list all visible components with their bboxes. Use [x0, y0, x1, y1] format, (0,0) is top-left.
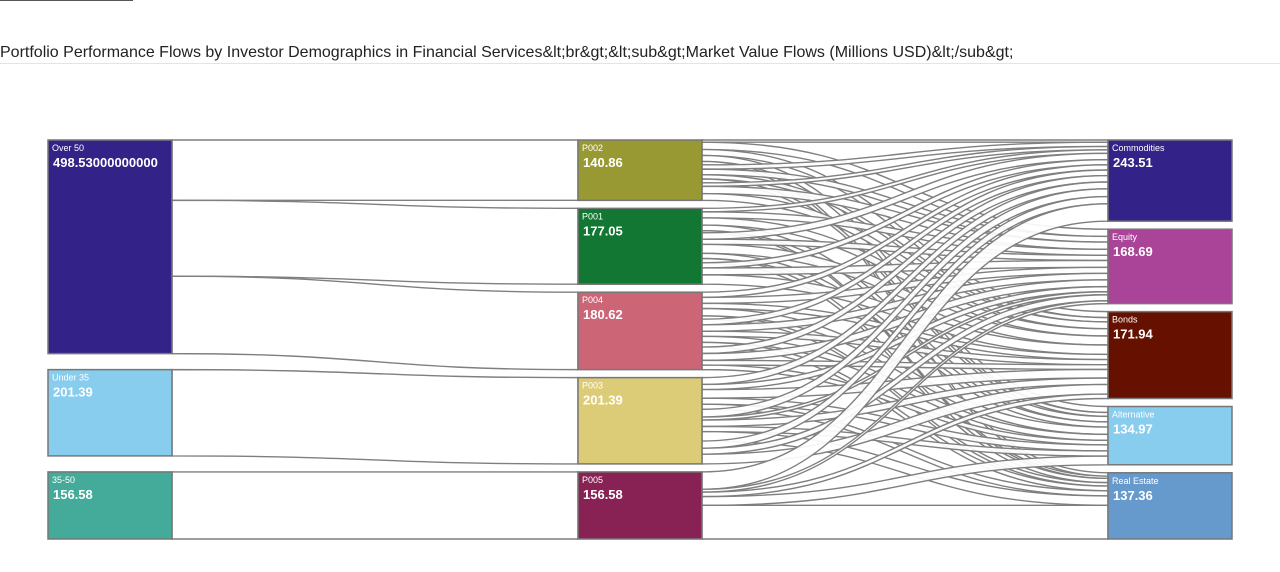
node-value-p002: 140.86	[583, 155, 623, 170]
node-rect-p003	[577, 376, 703, 465]
node-label-p003: P003	[582, 381, 603, 391]
top-rule	[0, 0, 133, 1]
node-rect-under-35	[47, 368, 173, 457]
node-rect-35-50	[47, 471, 173, 540]
node-value-over-50: 498.53000000000	[53, 155, 158, 170]
sankey-links	[171, 139, 1109, 540]
node-label-p005: P005	[582, 475, 603, 485]
node-label-equity: Equity	[1112, 232, 1138, 242]
link-over-50-to-p001[interactable]	[171, 199, 579, 285]
node-rect-commodities	[1107, 139, 1233, 222]
sankey-nodes: Over 50 498.53000000000 Under 35 201.39 35-5…	[47, 139, 1233, 540]
node-equity[interactable]: Equity 168.69	[1107, 228, 1233, 305]
node-p002[interactable]: P002 140.86	[577, 139, 703, 202]
node-p003[interactable]: P003 201.39	[577, 376, 703, 465]
node-35-50[interactable]: 35-50 156.58	[47, 471, 173, 540]
node-alternative[interactable]: Alternative 134.97	[1107, 405, 1233, 466]
node-p001[interactable]: P001 177.05	[577, 207, 703, 285]
node-label-35-50: 35-50	[52, 475, 75, 485]
link-under-35-to-p003[interactable]	[171, 368, 579, 465]
node-rect-p005	[577, 471, 703, 540]
node-value-under-35: 201.39	[53, 385, 93, 400]
node-value-p005: 156.58	[583, 487, 623, 502]
node-label-real-estate: Real Estate	[1112, 476, 1159, 486]
node-value-equity: 168.69	[1113, 244, 1153, 259]
node-bonds[interactable]: Bonds 171.94	[1107, 310, 1233, 400]
node-p005[interactable]: P005 156.58	[577, 471, 703, 540]
node-label-p002: P002	[582, 143, 603, 153]
node-label-over-50: Over 50	[52, 143, 84, 153]
node-rect-bonds	[1107, 310, 1233, 400]
node-real-estate[interactable]: Real Estate 137.36	[1107, 472, 1233, 540]
node-over-50[interactable]: Over 50 498.53000000000	[47, 139, 173, 355]
node-rect-alternative	[1107, 405, 1233, 466]
link-p005-to-real-estate[interactable]	[701, 504, 1109, 540]
link-over-50-to-p004[interactable]	[171, 275, 579, 371]
node-label-p004: P004	[582, 295, 603, 305]
node-value-p004: 180.62	[583, 307, 623, 322]
node-label-commodities: Commodities	[1112, 143, 1165, 153]
node-rect-real-estate	[1107, 472, 1233, 540]
node-rect-equity	[1107, 228, 1233, 305]
node-commodities[interactable]: Commodities 243.51	[1107, 139, 1233, 222]
node-rect-p001	[577, 207, 703, 285]
node-label-p001: P001	[582, 211, 603, 221]
link-35-50-to-p005[interactable]	[171, 471, 579, 540]
node-value-real-estate: 137.36	[1113, 488, 1153, 503]
node-value-commodities: 243.51	[1113, 155, 1153, 170]
node-value-alternative: 134.97	[1113, 422, 1153, 437]
link-p002-to-commodities[interactable]	[701, 139, 1109, 143]
node-value-p003: 201.39	[583, 393, 623, 408]
node-label-alternative: Alternative	[1112, 410, 1155, 420]
chart-title: Portfolio Performance Flows by Investor …	[0, 44, 1014, 61]
title-divider	[0, 63, 1280, 64]
node-value-p001: 177.05	[583, 223, 623, 238]
node-value-35-50: 156.58	[53, 487, 93, 502]
node-under-35[interactable]: Under 35 201.39	[47, 368, 173, 457]
node-value-bonds: 171.94	[1113, 327, 1154, 342]
link-over-50-to-p002[interactable]	[171, 139, 579, 202]
node-label-bonds: Bonds	[1112, 315, 1138, 325]
node-rect-over-50	[47, 139, 173, 355]
node-rect-p002	[577, 139, 703, 202]
node-rect-p004	[577, 291, 703, 371]
node-p004[interactable]: P004 180.62	[577, 291, 703, 371]
node-label-under-35: Under 35	[52, 373, 89, 383]
